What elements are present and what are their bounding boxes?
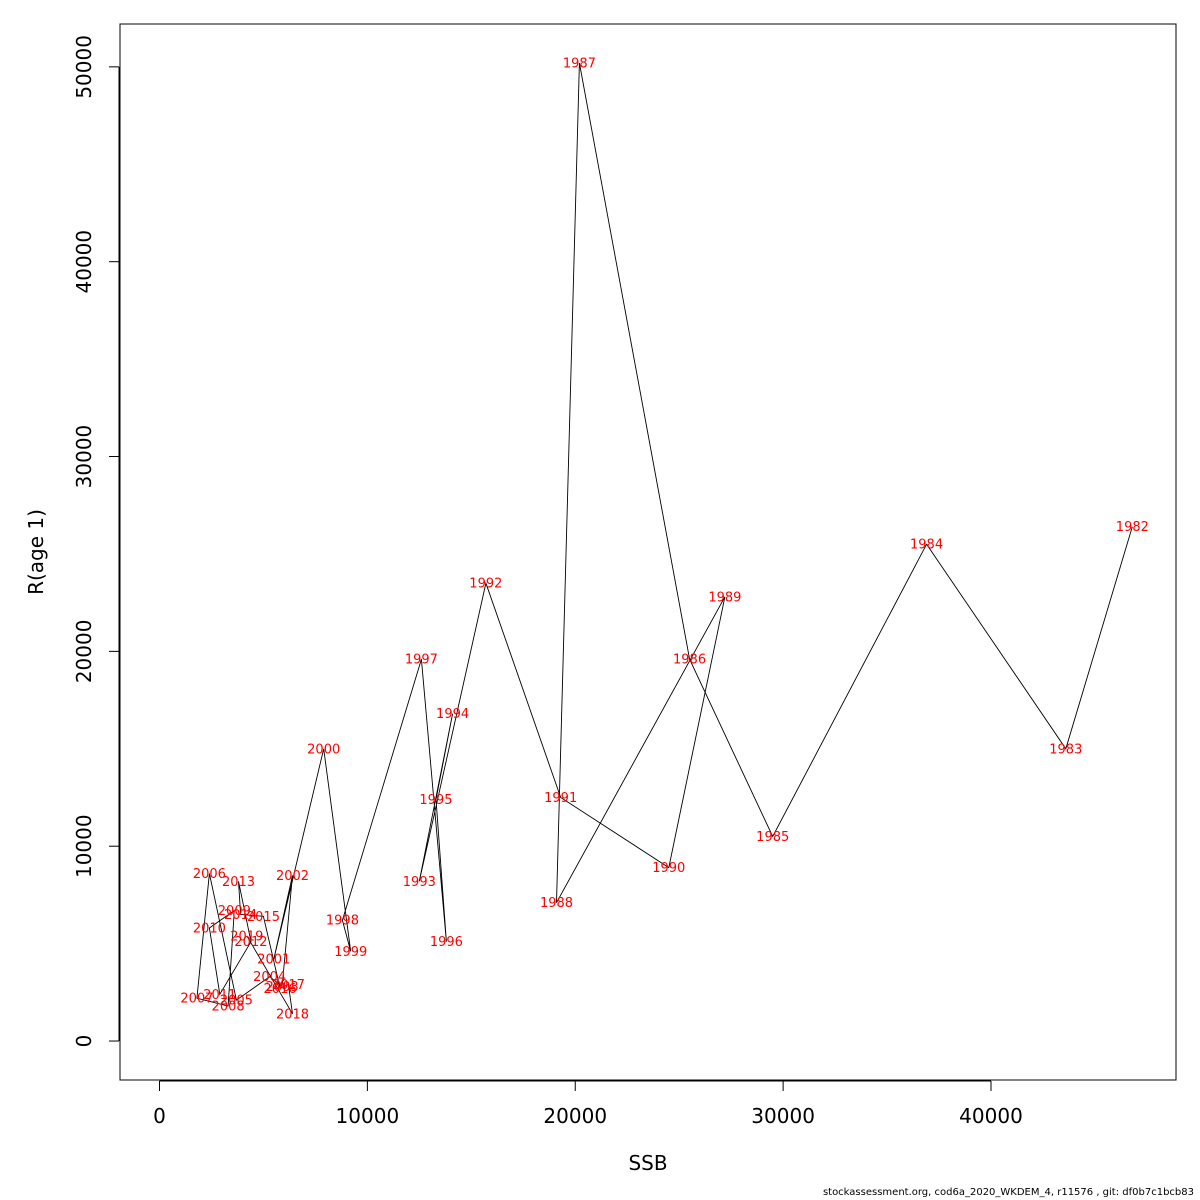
point-label-2002: 2002	[276, 869, 309, 884]
point-label-1988: 1988	[540, 896, 573, 911]
point-label-1997: 1997	[405, 653, 438, 668]
point-label-2011: 2011	[203, 988, 236, 1003]
point-label-2010: 2010	[193, 922, 226, 937]
point-label-1995: 1995	[419, 793, 452, 808]
y-axis: 0 10000 20000 30000 40000 50000	[72, 35, 120, 1048]
point-label-1985: 1985	[756, 830, 789, 845]
point-label-2015: 2015	[247, 910, 280, 925]
point-label-1991: 1991	[544, 791, 577, 806]
y-tick-label: 20000	[72, 620, 96, 684]
point-label-2004: 2004	[253, 970, 286, 985]
x-tick-label: 40000	[959, 1104, 1023, 1128]
x-axis-title: SSB	[628, 1151, 667, 1175]
point-label-2000: 2000	[307, 742, 340, 757]
point-label-2009: 2009	[218, 904, 251, 919]
point-labels: 1982 1983 1984 1985 1986 1987 1988 1989 1990 1991…	[180, 56, 1149, 1022]
plot-frame	[119, 23, 1177, 1081]
point-label-1986: 1986	[673, 653, 706, 668]
point-label-1994: 1994	[436, 707, 469, 722]
point-label-1992: 1992	[469, 577, 502, 592]
point-label-2003: 2003	[266, 980, 299, 995]
point-label-1999: 1999	[334, 945, 367, 960]
point-label-2001: 2001	[257, 953, 290, 968]
x-tick-label: 10000	[336, 1104, 400, 1128]
point-label-1993: 1993	[403, 875, 436, 890]
series-line	[196, 62, 1133, 1015]
point-label-2018: 2018	[276, 1007, 309, 1022]
y-tick-label: 30000	[72, 425, 96, 489]
point-label-2006: 2006	[193, 867, 226, 882]
point-label-2017: 2017	[272, 978, 305, 993]
point-label-2013: 2013	[222, 875, 255, 890]
y-tick-label: 50000	[72, 35, 96, 99]
point-label-1982: 1982	[1116, 520, 1149, 535]
x-tick-label: 20000	[543, 1104, 607, 1128]
point-label-1998: 1998	[326, 914, 359, 929]
footer-credit: stockassessment.org, cod6a_2020_WKDEM_4,…	[822, 1187, 1194, 1198]
point-label-2019: 2019	[230, 929, 263, 944]
point-label-1983: 1983	[1049, 742, 1082, 757]
point-label-1996: 1996	[430, 935, 463, 950]
point-label-2007: 2007	[180, 992, 213, 1007]
point-label-1989: 1989	[708, 590, 741, 605]
y-tick-label: 10000	[72, 814, 96, 878]
point-label-1990: 1990	[652, 861, 685, 876]
point-label-1987: 1987	[563, 56, 596, 71]
sr-trajectory-line	[196, 62, 1133, 1015]
point-label-2014: 2014	[224, 908, 257, 923]
y-tick-label: 40000	[72, 230, 96, 294]
point-label-1984: 1984	[910, 538, 943, 553]
x-tick-label: 30000	[751, 1104, 815, 1128]
point-label-2008: 2008	[212, 999, 245, 1014]
x-axis: 0 10000 20000 30000 40000	[153, 1080, 1023, 1128]
x-tick-label: 0	[153, 1104, 166, 1128]
y-axis-title: R(age 1)	[24, 509, 48, 595]
point-label-2016: 2016	[264, 982, 297, 997]
y-tick-label: 0	[72, 1035, 96, 1048]
point-label-2012: 2012	[234, 935, 267, 950]
point-label-2005: 2005	[220, 994, 253, 1009]
